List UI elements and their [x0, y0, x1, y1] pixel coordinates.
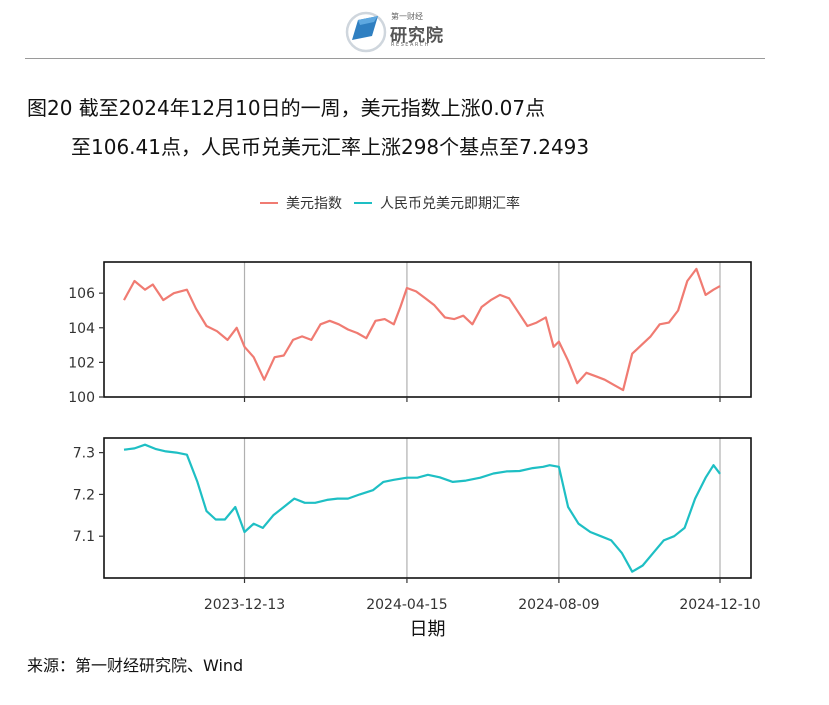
panel-border-0	[103, 261, 752, 398]
y-tick-label-0-0: 100	[68, 390, 95, 406]
series-line-0	[123, 267, 721, 392]
legend-item-cny-rate: 人民币兑美元即期汇率	[354, 193, 520, 213]
brand-name: 研究院	[390, 26, 444, 46]
x-tick-label-1: 2024-04-15	[366, 597, 447, 613]
legend-swatch-cny-rate	[354, 202, 372, 204]
y-tick-label-1-1: 7.2	[73, 487, 95, 503]
source-note: 来源：第一财经研究院、Wind	[27, 656, 244, 675]
chart-title-line1: 图20 截至2024年12月10日的一周，美元指数上涨0.07点	[27, 96, 546, 120]
y-tick-label-1-2: 7.3	[73, 446, 95, 462]
x-tick-label-0: 2023-12-13	[204, 597, 285, 613]
panel-0: 100 102 104 106	[68, 261, 752, 406]
y-tick-label-0-2: 104	[68, 321, 95, 337]
panel-1: 7.1 7.2 7.3	[73, 437, 752, 583]
y-tick-label-1-0: 7.1	[73, 529, 95, 545]
x-tick-label-3: 2024-12-10	[679, 597, 760, 613]
legend-swatch-usd-index	[260, 202, 278, 204]
header-divider	[25, 58, 765, 59]
y-tick-label-0-3: 106	[68, 286, 95, 302]
legend-label-cny-rate: 人民币兑美元即期汇率	[380, 196, 520, 212]
x-tick-label-2: 2024-08-09	[518, 597, 599, 613]
panel-border-1	[103, 437, 752, 579]
brand-logo-mark	[345, 11, 387, 53]
brand-english: RESEARCH	[391, 42, 430, 48]
brand-small-text: 第一财经	[391, 12, 423, 21]
legend-label-usd-index: 美元指数	[286, 196, 342, 212]
chart-legend: 美元指数 人民币兑美元即期汇率	[260, 193, 532, 213]
legend-item-usd-index: 美元指数	[260, 193, 342, 213]
x-axis-label: 日期	[410, 619, 446, 640]
chart-title-line2: 至106.41点，人民币兑美元汇率上涨298个基点至7.2493	[71, 135, 590, 159]
y-tick-label-0-1: 102	[68, 355, 95, 371]
series-line-1	[123, 443, 721, 573]
